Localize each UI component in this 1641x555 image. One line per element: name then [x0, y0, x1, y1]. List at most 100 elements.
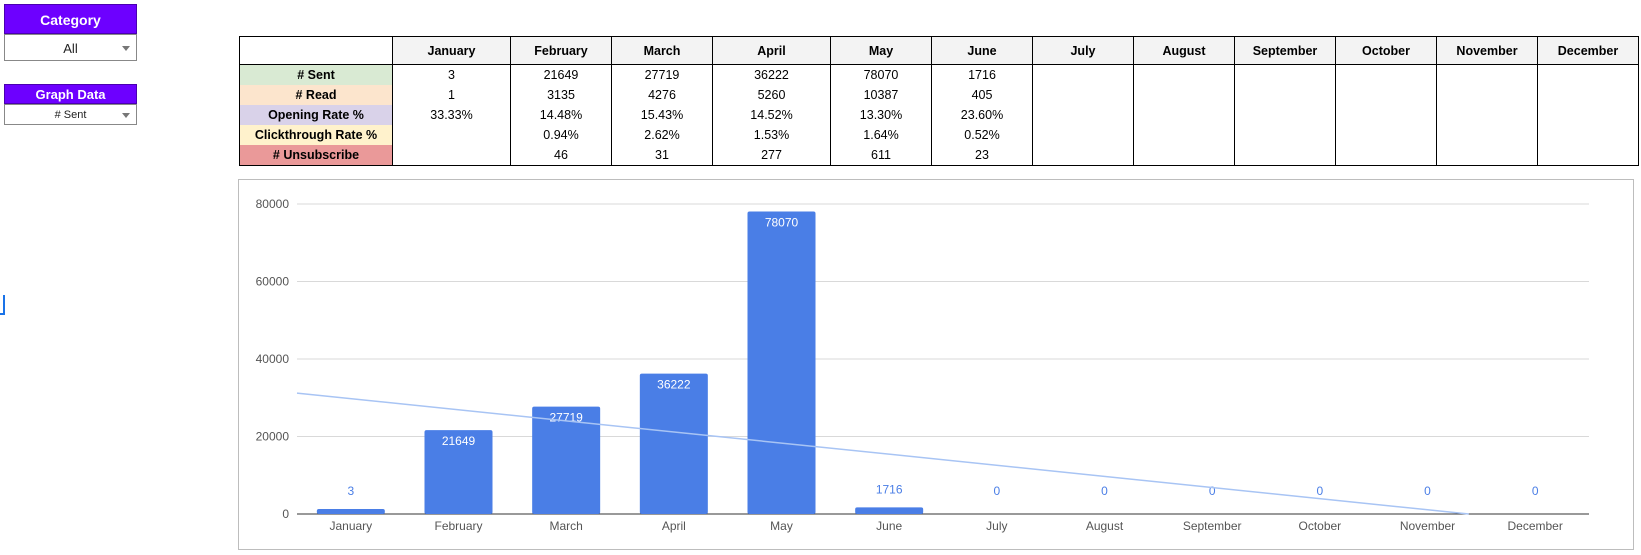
- x-tick-label: September: [1183, 519, 1242, 533]
- table-cell[interactable]: [1335, 85, 1437, 105]
- chart-frame: 0 20000 40000 60000 80000 3 January 21649 Februa…: [238, 179, 1634, 550]
- table-cell[interactable]: [392, 125, 511, 145]
- table-row: # Sent 3 21649 27719 36222 78070 1716: [239, 64, 1639, 85]
- table-cell[interactable]: [1032, 105, 1134, 125]
- data-label: 3: [347, 484, 354, 498]
- x-tick-label: April: [662, 519, 686, 533]
- row-label: Opening Rate %: [239, 105, 393, 125]
- month-header: July: [1032, 36, 1134, 65]
- data-label: 21649: [442, 434, 476, 448]
- table-cell[interactable]: 23.60%: [931, 105, 1033, 125]
- bar: [316, 509, 385, 514]
- table-cell[interactable]: 405: [931, 85, 1033, 105]
- bar: [747, 211, 816, 514]
- table-cell[interactable]: [1537, 85, 1639, 105]
- table-corner-cell: [239, 36, 393, 65]
- x-tick-label: December: [1507, 519, 1562, 533]
- category-select-value: All: [63, 41, 78, 56]
- table-cell[interactable]: [1537, 105, 1639, 125]
- table-cell[interactable]: [1436, 105, 1538, 125]
- table-cell[interactable]: [1436, 85, 1538, 105]
- y-tick-label: 0: [282, 507, 289, 521]
- table-cell[interactable]: 23: [931, 145, 1033, 166]
- month-header: February: [510, 36, 612, 65]
- table-cell[interactable]: [1032, 145, 1134, 166]
- data-label: 36222: [657, 378, 691, 392]
- data-label: 0: [1316, 484, 1323, 498]
- y-tick-label: 80000: [256, 197, 290, 211]
- table-cell[interactable]: [1133, 64, 1235, 85]
- table-cell[interactable]: 13.30%: [830, 105, 932, 125]
- table-cell[interactable]: 21649: [510, 64, 612, 85]
- month-header: January: [392, 36, 511, 65]
- data-label: 0: [993, 484, 1000, 498]
- table-cell[interactable]: 0.52%: [931, 125, 1033, 145]
- table-cell[interactable]: [1133, 85, 1235, 105]
- table-cell[interactable]: [1436, 64, 1538, 85]
- table-cell[interactable]: [392, 145, 511, 166]
- table-cell[interactable]: [1032, 125, 1134, 145]
- category-filter-title: Category: [4, 4, 137, 34]
- table-cell[interactable]: [1133, 125, 1235, 145]
- table-cell[interactable]: [1335, 125, 1437, 145]
- table-cell[interactable]: 10387: [830, 85, 932, 105]
- table-cell[interactable]: 15.43%: [611, 105, 713, 125]
- table-cell[interactable]: [1032, 64, 1134, 85]
- table-cell[interactable]: 27719: [611, 64, 713, 85]
- table-cell[interactable]: [1234, 105, 1336, 125]
- table-cell[interactable]: 4276: [611, 85, 713, 105]
- table-cell[interactable]: [1133, 145, 1235, 166]
- table-cell[interactable]: [1234, 85, 1336, 105]
- table-cell[interactable]: [1335, 145, 1437, 166]
- table-cell[interactable]: [1436, 145, 1538, 166]
- table-cell[interactable]: 14.52%: [712, 105, 831, 125]
- table-cell[interactable]: 14.48%: [510, 105, 612, 125]
- x-tick-label: October: [1298, 519, 1341, 533]
- table-cell[interactable]: 2.62%: [611, 125, 713, 145]
- table-cell[interactable]: [1537, 64, 1639, 85]
- table-cell[interactable]: [1234, 64, 1336, 85]
- table-cell[interactable]: 36222: [712, 64, 831, 85]
- table-cell[interactable]: 611: [830, 145, 932, 166]
- table-row: # Unsubscribe 46 31 277 611 23: [239, 145, 1639, 166]
- bar: [532, 406, 601, 514]
- table-cell[interactable]: 1716: [931, 64, 1033, 85]
- x-tick-label: August: [1086, 519, 1124, 533]
- table-cell[interactable]: 3: [392, 64, 511, 85]
- table-cell[interactable]: 3135: [510, 85, 612, 105]
- table-cell[interactable]: [1234, 145, 1336, 166]
- table-cell[interactable]: [1537, 145, 1639, 166]
- graph-data-filter-title: Graph Data: [4, 84, 137, 104]
- bar: [855, 507, 924, 514]
- table-cell[interactable]: [1234, 125, 1336, 145]
- row-label: # Read: [239, 85, 393, 105]
- table-cell[interactable]: [1335, 105, 1437, 125]
- table-cell[interactable]: 46: [510, 145, 612, 166]
- table-cell[interactable]: 31: [611, 145, 713, 166]
- graph-data-filter: Graph Data # Sent: [4, 84, 137, 125]
- x-tick-label: January: [329, 519, 372, 533]
- table-cell[interactable]: 0.94%: [510, 125, 612, 145]
- table-cell[interactable]: [1436, 125, 1538, 145]
- month-header: June: [931, 36, 1033, 65]
- table-cell[interactable]: 1.53%: [712, 125, 831, 145]
- bar: [424, 430, 493, 514]
- month-header: October: [1335, 36, 1437, 65]
- table-cell[interactable]: 33.33%: [392, 105, 511, 125]
- month-header: August: [1133, 36, 1235, 65]
- table-cell[interactable]: [1032, 85, 1134, 105]
- table-cell[interactable]: [1133, 105, 1235, 125]
- table-header-row: January February March April May June July Augu…: [239, 36, 1639, 65]
- table-cell[interactable]: 277: [712, 145, 831, 166]
- table-cell[interactable]: [1335, 64, 1437, 85]
- data-label: 0: [1424, 484, 1431, 498]
- table-cell[interactable]: 5260: [712, 85, 831, 105]
- chevron-down-icon: [122, 45, 130, 51]
- table-cell[interactable]: 1.64%: [830, 125, 932, 145]
- table-cell[interactable]: 78070: [830, 64, 932, 85]
- graph-data-select[interactable]: # Sent: [4, 104, 137, 125]
- table-cell[interactable]: [1537, 125, 1639, 145]
- row-label: Clickthrough Rate %: [239, 125, 393, 145]
- category-select[interactable]: All: [4, 34, 137, 61]
- table-cell[interactable]: 1: [392, 85, 511, 105]
